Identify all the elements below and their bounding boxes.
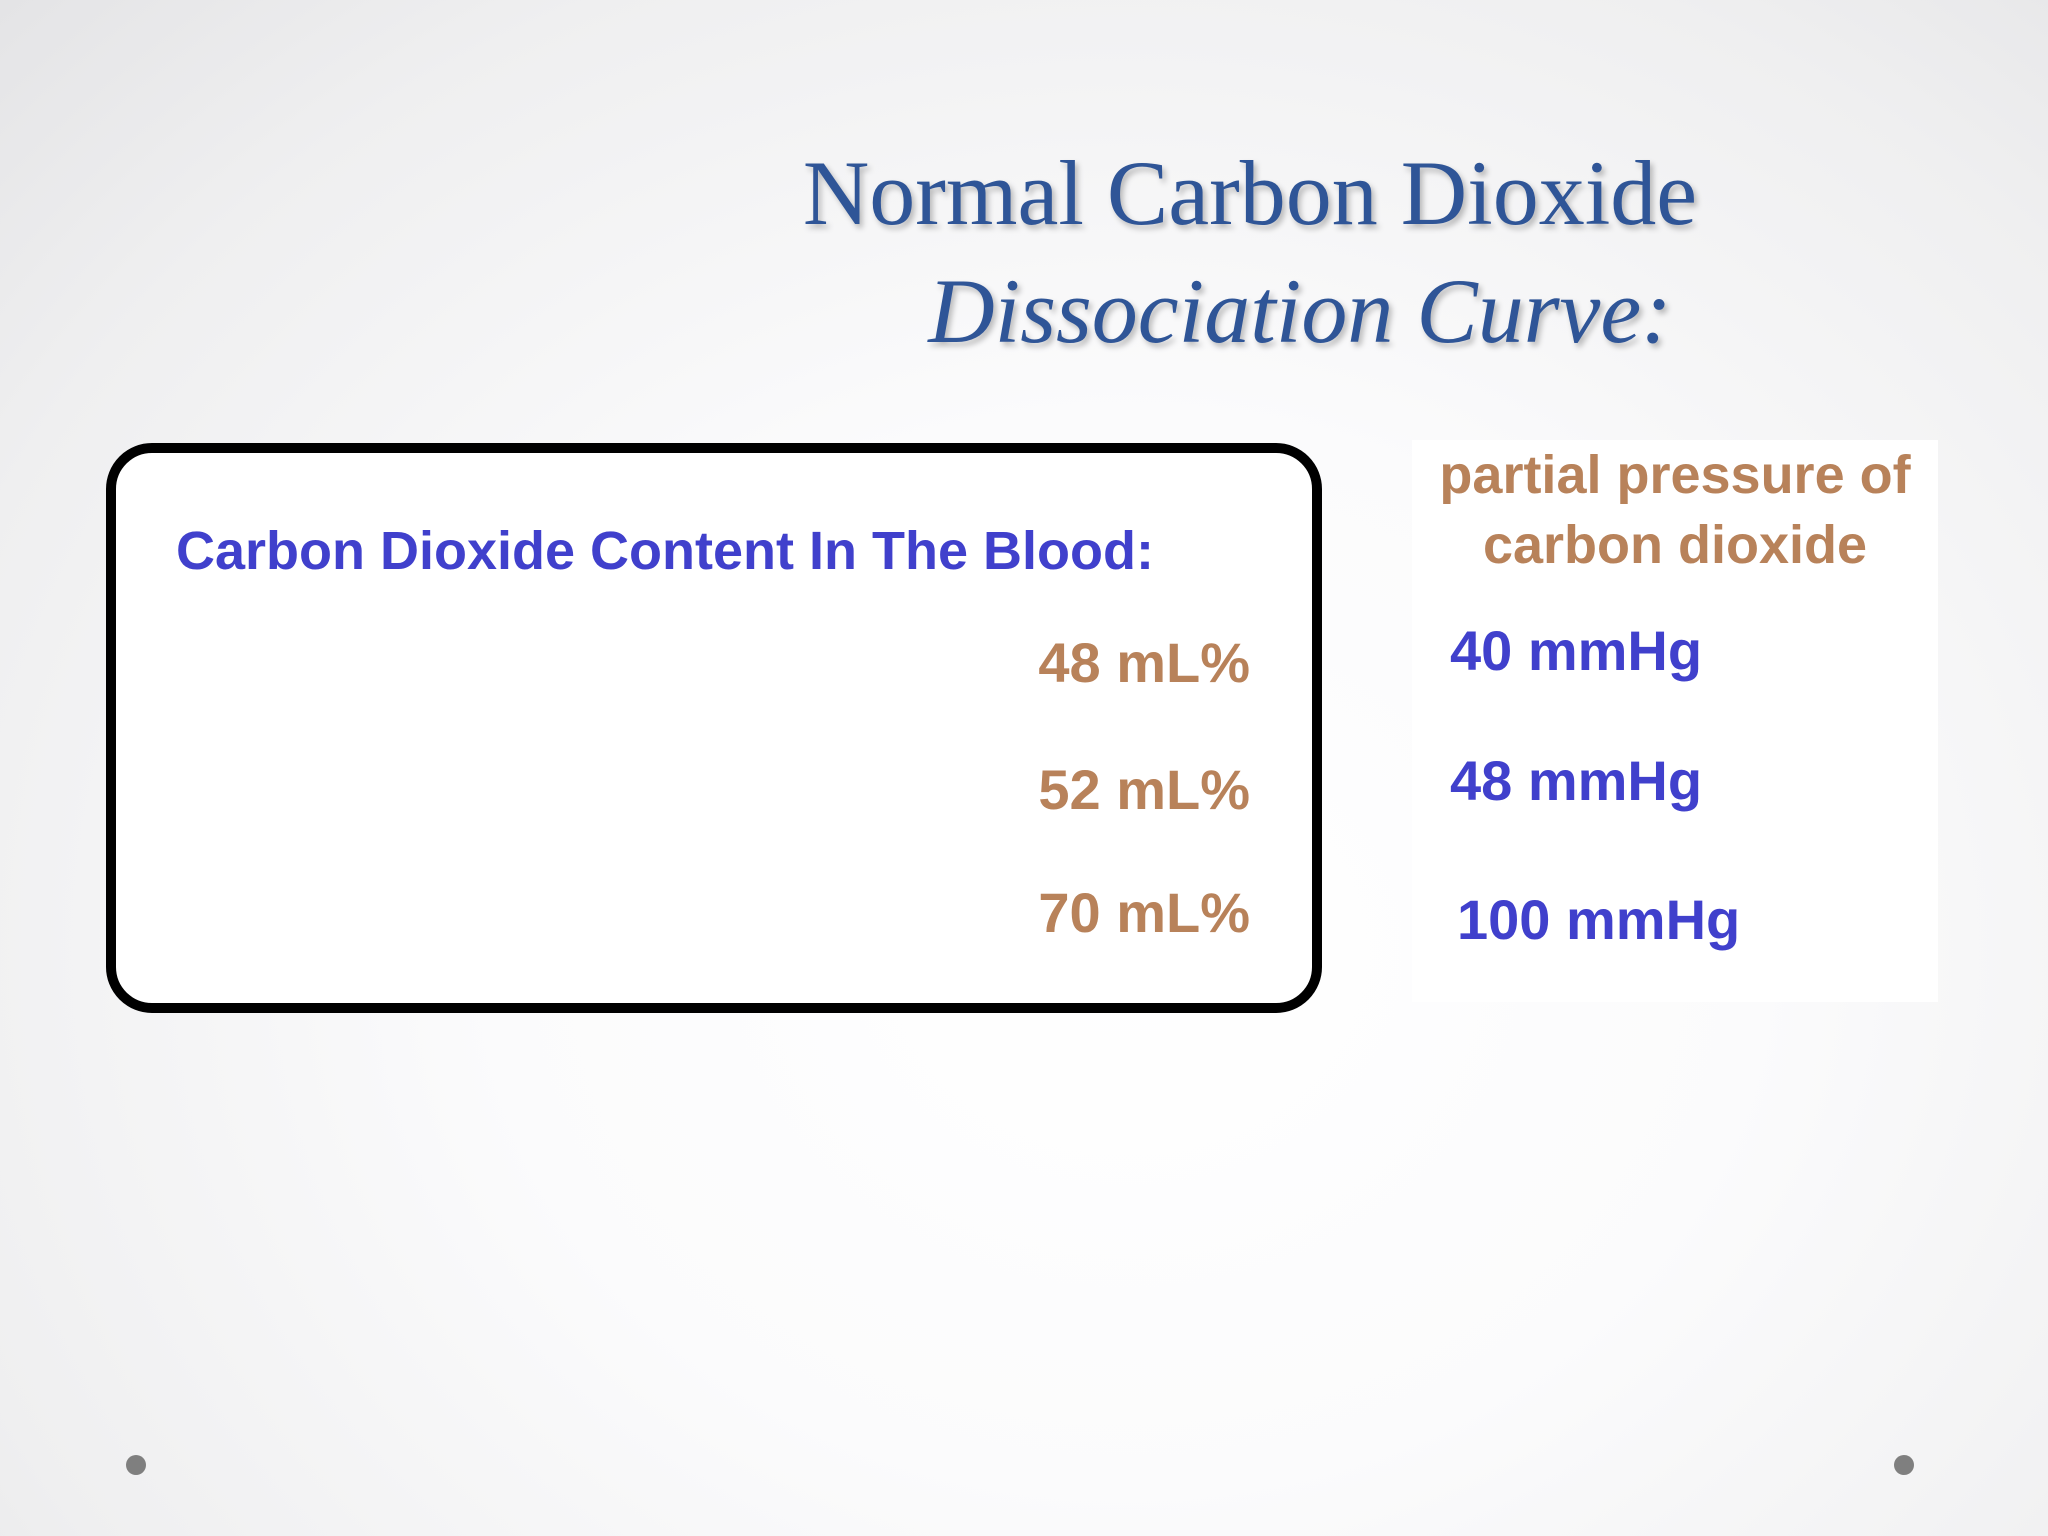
pressure-panel bbox=[1412, 440, 1938, 1002]
blood-content-box bbox=[106, 443, 1322, 1013]
blood-content-heading: Carbon Dioxide Content In The Blood: bbox=[176, 521, 1154, 581]
pressure-value: 40 mmHg bbox=[1450, 619, 1703, 682]
slide-title-line1: Normal Carbon Dioxide bbox=[802, 142, 1698, 244]
pressure-value: 100 mmHg bbox=[1457, 888, 1741, 951]
pressure-heading-line2: carbon dioxide bbox=[1482, 515, 1868, 575]
slide-nav-dot-right bbox=[1894, 1455, 1914, 1475]
slide-nav-dot-left bbox=[126, 1455, 146, 1475]
pressure-value: 48 mmHg bbox=[1450, 749, 1703, 812]
blood-content-value: 48 mL% bbox=[1038, 631, 1250, 694]
pressure-heading: partial pressure of carbon dioxide bbox=[1412, 440, 1938, 580]
blood-content-value: 52 mL% bbox=[1038, 758, 1250, 821]
slide-title-line2: Dissociation Curve: bbox=[928, 260, 1672, 362]
pressure-heading-line1: partial pressure of bbox=[1439, 445, 1911, 505]
blood-content-value: 70 mL% bbox=[1038, 881, 1250, 944]
